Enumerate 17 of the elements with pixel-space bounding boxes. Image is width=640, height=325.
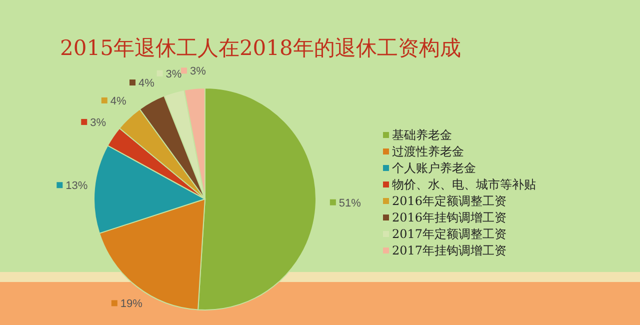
data-label: 3% (90, 116, 106, 129)
data-label: 3% (166, 68, 182, 80)
legend-label: 过渡性养老金 (392, 144, 464, 158)
data-label: 3% (190, 66, 206, 78)
legend-label: 2016年挂钩调增工资 (392, 210, 507, 224)
legend-label: 物价、水、电、城市等补贴 (392, 178, 536, 192)
legend-label: 2017年挂钩调增工资 (392, 244, 507, 258)
legend-label: 2016年定额调整工资 (392, 194, 507, 208)
legend-label: 基础养老金 (392, 128, 452, 142)
chart-title: 2015年退休工人在2018年的退休工资构成 (60, 36, 461, 60)
data-label: 4% (138, 77, 155, 90)
data-label: 4% (110, 95, 126, 108)
legend-label: 2017年定额调整工资 (392, 227, 507, 241)
data-label: 19% (120, 298, 143, 310)
data-label: 51% (338, 197, 362, 210)
legend-label: 个人账户养老金 (392, 161, 476, 175)
data-label: 13% (66, 180, 88, 192)
